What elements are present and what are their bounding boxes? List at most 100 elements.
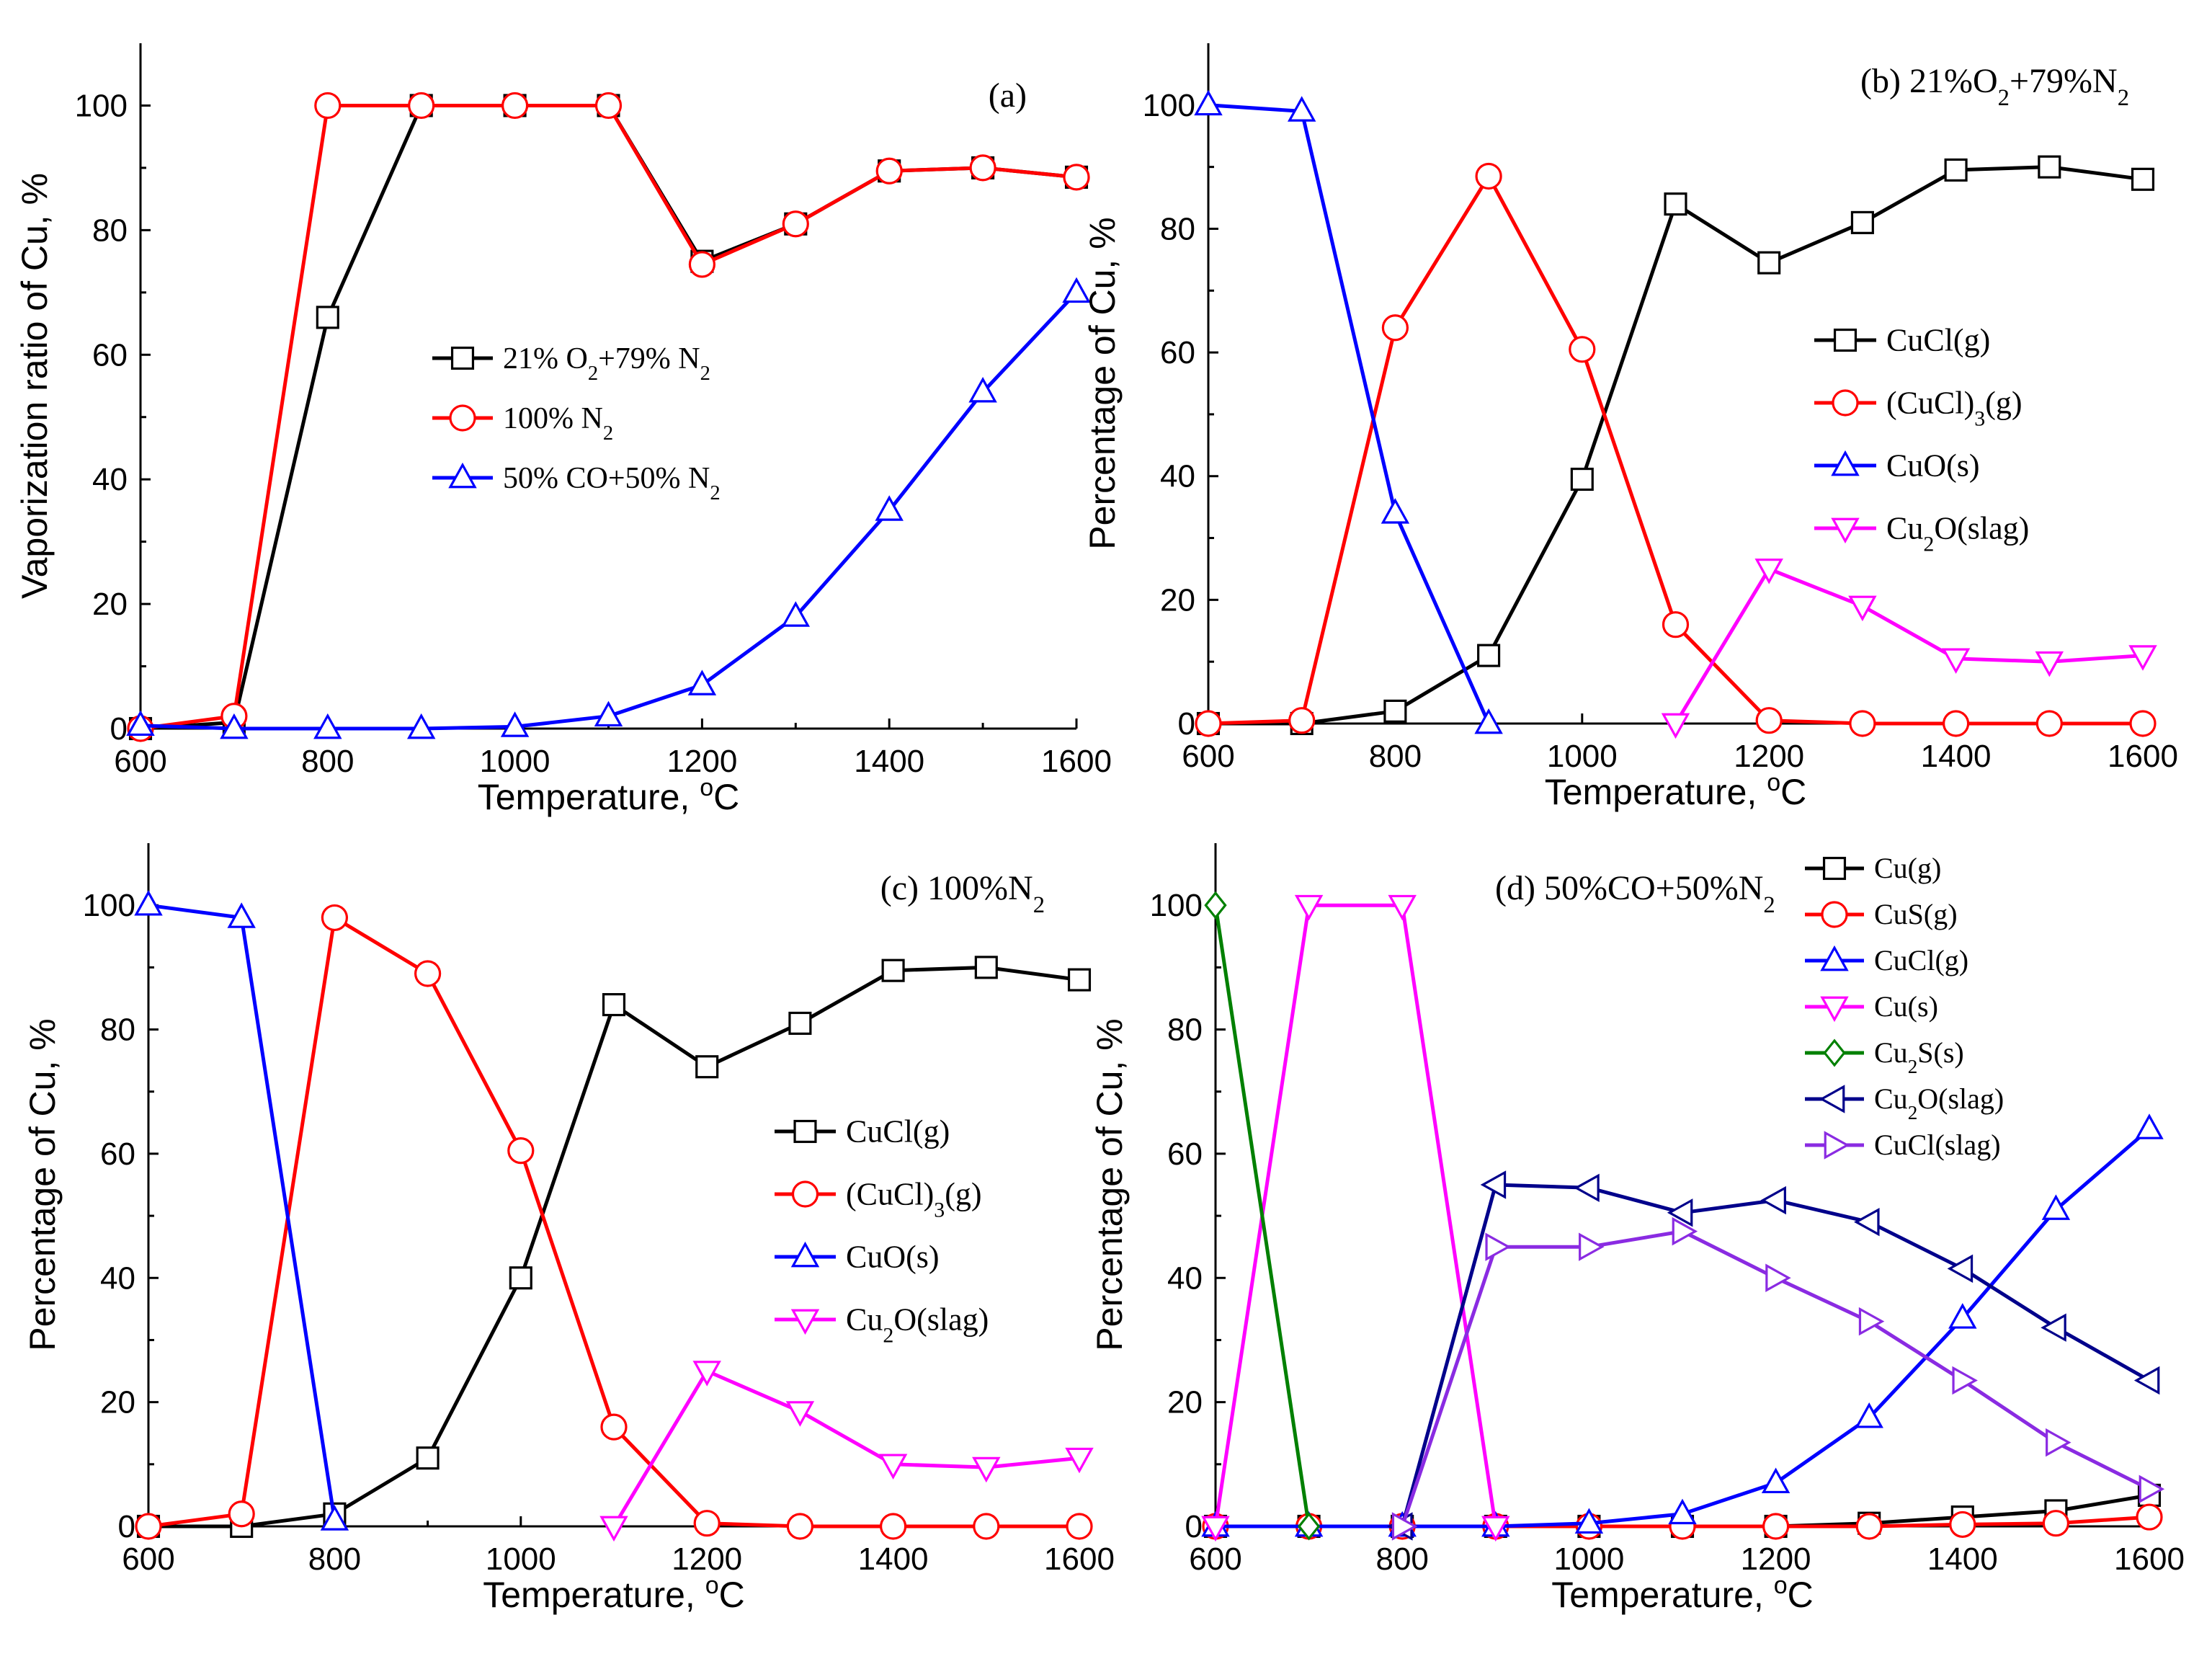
data-point: [881, 958, 905, 982]
y-tick-label: 0: [118, 1509, 135, 1544]
data-point: [228, 1500, 255, 1528]
series-line: [1213, 904, 1311, 1527]
x-tick-label: 600: [114, 744, 166, 779]
data-point: [693, 1510, 721, 1537]
data-point: [781, 601, 811, 627]
data-point: [135, 1513, 162, 1540]
y-tick-label: 100: [1150, 888, 1203, 923]
x-tick-label: 1000: [1547, 739, 1618, 774]
data-point: [1947, 1254, 1974, 1283]
legend-entry: CuCl(g): [1874, 944, 1968, 976]
data-point: [2041, 1313, 2066, 1342]
x-axis-label: Temperature, oC: [478, 774, 740, 817]
y-axis-label: Percentage of Cu, %: [1089, 1018, 1130, 1351]
x-axis-label-part: C: [1788, 1575, 1814, 1615]
data-point: [2131, 167, 2155, 191]
data-point: [320, 1505, 349, 1531]
x-tick-label: 600: [1189, 1541, 1241, 1577]
legend-marker: [791, 1180, 819, 1208]
legend-marker: [1819, 1085, 1845, 1113]
series-line: [148, 965, 1080, 1529]
y-tick-label: 60: [92, 337, 128, 373]
data-point: [134, 890, 163, 916]
legend-entry-part: 2: [1908, 1102, 1918, 1124]
data-point: [1485, 1232, 1511, 1261]
y-tick-label: 20: [100, 1385, 135, 1420]
panel-label-part: (c) 100%N: [880, 869, 1033, 907]
data-point: [1569, 336, 1596, 363]
x-tick-label: 1000: [480, 744, 550, 779]
legend-marker: [790, 1241, 820, 1268]
data-point: [600, 1413, 628, 1441]
legend-entry-part: 50% CO+50% N: [503, 462, 710, 495]
legend-marker: [1832, 389, 1859, 417]
series-50-co-50-n2: [126, 277, 1091, 739]
legend-entry: Cu(s): [1874, 990, 1938, 1023]
data-point: [126, 710, 155, 737]
legend-entry-part: O(slag): [1917, 1082, 2004, 1115]
data-point: [227, 902, 256, 928]
legend-entry-part: CuO(s): [1886, 448, 1980, 484]
data-point: [2135, 1113, 2164, 1139]
data-point: [968, 377, 997, 403]
data-point: [1952, 1366, 1978, 1395]
x-axis-label-part: Temperature,: [478, 777, 700, 817]
data-point: [416, 1446, 440, 1470]
legend-entry-part: 2: [710, 481, 720, 504]
x-tick-label: 1200: [1741, 1541, 1811, 1577]
data-point: [687, 669, 717, 695]
data-point: [878, 1454, 908, 1480]
panel-label: (c) 100%N2: [880, 869, 1045, 918]
y-tick-label: 100: [1143, 88, 1195, 123]
data-point: [1204, 891, 1227, 920]
legend-entry: 100% N2: [503, 402, 613, 445]
series-cucl-slag-: [1391, 1216, 2165, 1541]
data-point: [1848, 595, 1877, 622]
data-point: [507, 1136, 535, 1165]
data-point: [500, 711, 530, 737]
legend-entry-part: Cu: [846, 1302, 883, 1338]
legend-marker: [1820, 945, 1849, 971]
x-axis-label-part: o: [700, 774, 713, 801]
y-tick-label: 100: [83, 888, 135, 923]
data-point: [1195, 710, 1222, 737]
data-point: [594, 700, 623, 727]
data-point: [1667, 1198, 1693, 1227]
y-tick-label: 20: [92, 587, 128, 622]
data-point: [1858, 1307, 1885, 1336]
legend-entry: CuO(s): [846, 1240, 940, 1275]
x-axis-label-part: o: [1774, 1572, 1788, 1599]
legend-entry-part: 3: [1974, 406, 1985, 430]
series-line: [612, 1369, 1080, 1528]
data-point: [692, 1361, 721, 1387]
legend-entry-part: 2: [883, 1323, 893, 1347]
data-point: [220, 713, 249, 739]
y-tick-label: 40: [1160, 459, 1195, 494]
legend-entry-part: 100% N: [503, 402, 603, 435]
data-point: [1480, 1170, 1507, 1199]
x-tick-label: 600: [122, 1541, 174, 1577]
x-tick-label: 1600: [2114, 1541, 2185, 1577]
legend-marker: [448, 462, 477, 489]
chart-panel-c: 600 800 1000 1200 1400 1600 0 20 40 60 80 100 Temper…: [22, 843, 1115, 1615]
x-tick-label: 1200: [672, 1541, 742, 1577]
data-point: [1854, 1207, 1880, 1237]
legend-entry: CuCl(slag): [1874, 1129, 2001, 1161]
data-point: [1481, 1516, 1510, 1542]
legend-entry: Cu2O(slag): [1874, 1082, 2004, 1124]
x-tick-label: 600: [1182, 739, 1234, 774]
data-point: [1477, 644, 1501, 667]
y-tick-label: 100: [75, 88, 128, 123]
data-point: [1297, 1512, 1321, 1541]
data-point: [1941, 648, 1971, 675]
data-point: [2136, 1503, 2163, 1531]
series-line: [1208, 165, 2144, 726]
legend-entry-part: 2: [588, 362, 598, 384]
data-point: [788, 1011, 812, 1035]
data-point: [414, 960, 442, 987]
x-axis-label: Temperature, oC: [483, 1572, 745, 1615]
data-point: [1662, 611, 1690, 639]
data-point: [2035, 651, 2064, 677]
series-line: [140, 104, 1077, 731]
data-point: [1288, 707, 1316, 734]
